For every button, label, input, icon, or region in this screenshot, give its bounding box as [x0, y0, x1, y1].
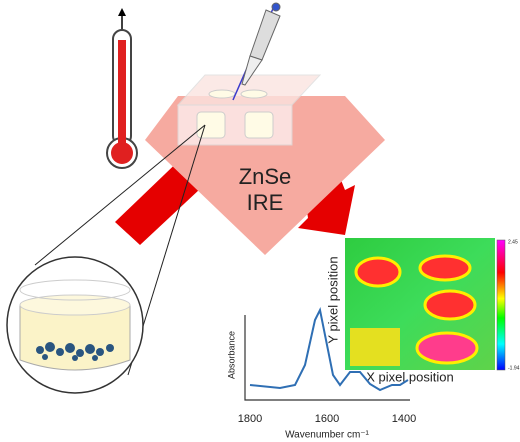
x-tick-label: 1600 — [315, 413, 339, 425]
prism-label: ZnSe — [239, 164, 292, 189]
cell — [176, 74, 322, 146]
x-axis-label: X pixel position — [366, 369, 453, 384]
x-axis-label: Wavenumber cm⁻¹ — [285, 430, 369, 441]
scale-label: 2.45 — [508, 239, 518, 245]
prism-label: IRE — [247, 190, 284, 215]
y-axis-label: Y pixel position — [325, 256, 340, 343]
scale-label: -1.94 — [508, 365, 520, 371]
x-tick-label: 1400 — [392, 413, 416, 425]
y-axis-label: Absorbance — [226, 331, 236, 379]
spectrum — [244, 306, 410, 401]
well-zoom — [19, 279, 131, 371]
x-tick-label: 1800 — [238, 413, 262, 425]
pipette — [232, 2, 281, 101]
heat-map — [345, 238, 506, 371]
thermometer — [106, 8, 138, 169]
zoom-line — [34, 124, 206, 266]
